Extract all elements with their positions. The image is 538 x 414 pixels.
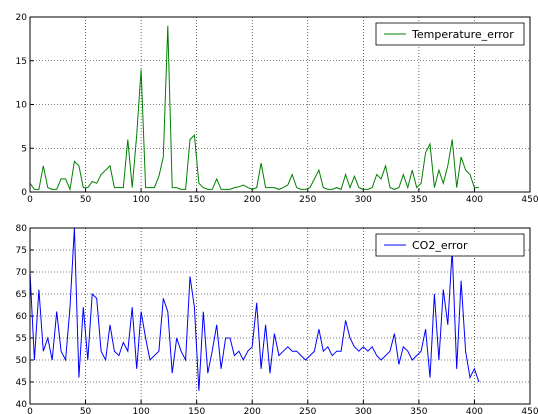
data-line	[29, 25, 479, 192]
x-tick-label: 50	[80, 407, 92, 414]
y-tick-label: 50	[16, 356, 28, 366]
x-tick-label: 400	[466, 407, 483, 414]
x-tick-label: 200	[244, 195, 261, 205]
x-tick-label: 400	[466, 195, 483, 205]
y-tick-label: 65	[16, 290, 27, 300]
x-tick-label: 450	[521, 407, 538, 414]
legend-label: CO2_error	[412, 239, 468, 252]
y-tick-label: 40	[16, 400, 28, 410]
x-tick-label: 50	[80, 195, 92, 205]
x-tick-label: 100	[133, 407, 150, 414]
legend-label: Temperature_error	[411, 28, 514, 41]
x-tick-label: 0	[27, 195, 33, 205]
y-tick-label: 10	[16, 101, 28, 111]
y-tick-label: 20	[16, 13, 28, 23]
x-tick-label: 250	[299, 407, 316, 414]
y-tick-label: 70	[16, 268, 28, 278]
axes-frame	[29, 227, 531, 405]
y-tick-label: 80	[16, 224, 28, 234]
x-tick-label: 300	[355, 195, 372, 205]
y-tick-label: 15	[16, 57, 27, 67]
y-tick-label: 45	[16, 378, 27, 388]
x-tick-label: 250	[299, 195, 316, 205]
axes-frame	[29, 16, 531, 193]
x-tick-label: 150	[188, 407, 205, 414]
data-line	[29, 227, 480, 391]
x-tick-label: 350	[410, 407, 427, 414]
x-tick-label: 350	[410, 195, 427, 205]
y-tick-label: 0	[21, 188, 27, 198]
y-tick-label: 5	[21, 144, 27, 154]
x-tick-label: 100	[133, 195, 150, 205]
y-tick-label: 55	[16, 334, 27, 344]
x-tick-label: 450	[521, 195, 538, 205]
x-tick-label: 300	[355, 407, 372, 414]
x-tick-label: 200	[244, 407, 261, 414]
legend-box	[375, 22, 525, 46]
x-tick-label: 0	[27, 407, 33, 414]
y-tick-label: 60	[16, 312, 28, 322]
y-tick-label: 75	[16, 246, 27, 256]
x-tick-label: 150	[188, 195, 205, 205]
legend-box	[375, 233, 525, 257]
